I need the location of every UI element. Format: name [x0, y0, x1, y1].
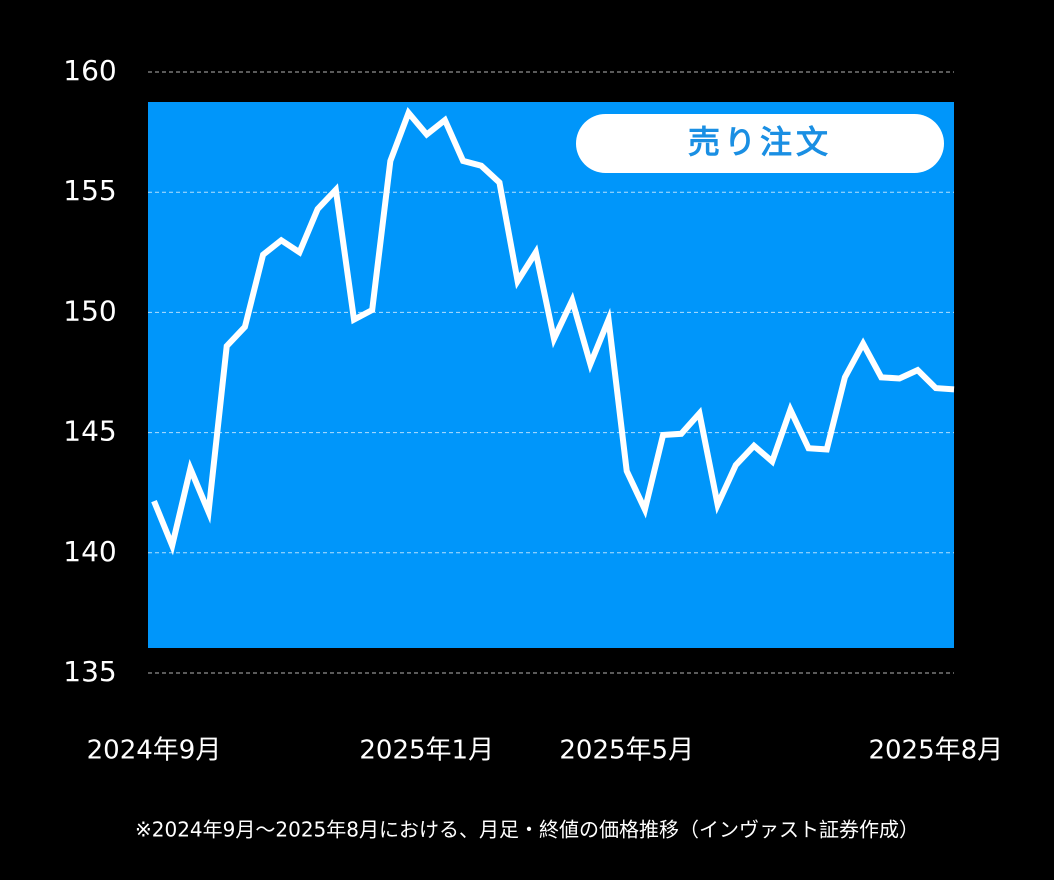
x-tick-label: 2024年9月: [87, 736, 222, 766]
y-tick-label: 150: [63, 294, 116, 327]
y-tick-label: 145: [63, 415, 116, 448]
x-tick-label: 2025年8月: [868, 736, 1003, 766]
y-tick-label: 140: [63, 535, 116, 568]
plot-area: [148, 102, 954, 648]
badge: [576, 114, 944, 173]
y-tick-label: 135: [63, 655, 116, 688]
price-line: [151, 107, 955, 556]
y-tick-label: 155: [63, 174, 116, 207]
x-tick-label: 2025年1月: [359, 736, 494, 766]
badge-text: 売り注文: [688, 123, 832, 161]
x-tick-label: 2025年5月: [559, 736, 694, 766]
lines: [151, 107, 955, 556]
y-tick-label: 160: [63, 54, 116, 87]
footnote: ※2024年9月～2025年8月における、月足・終値の価格推移（インヴァスト証券…: [135, 818, 919, 842]
